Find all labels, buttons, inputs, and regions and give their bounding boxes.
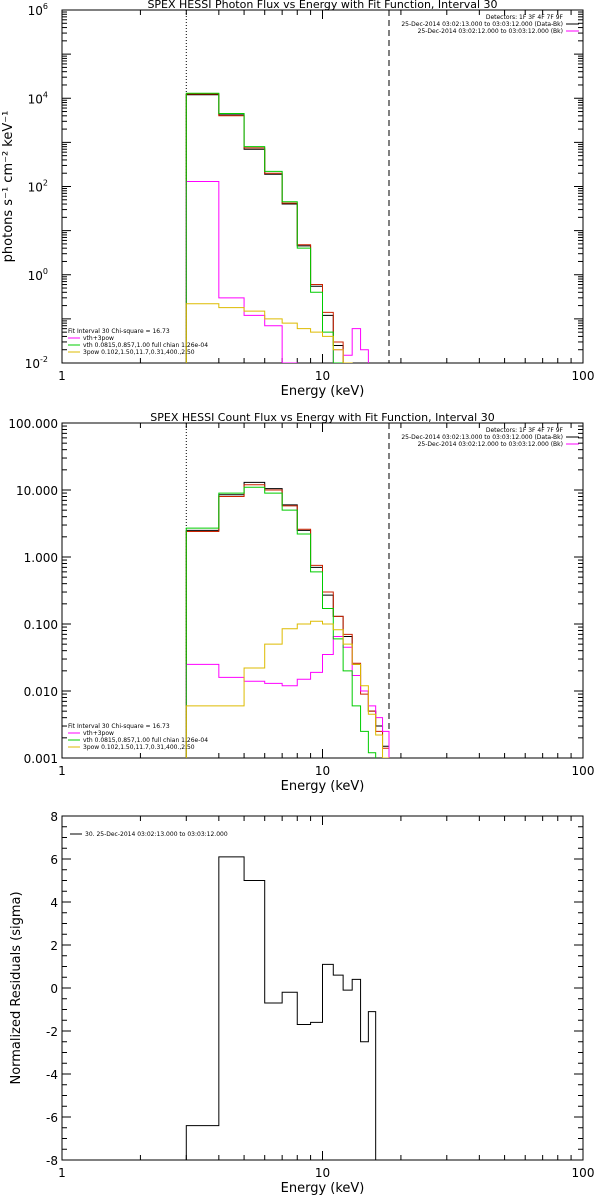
- residuals-panel: 1 10 100 Energy (keV) -8 -6 -4 -2 0 2 4 6 8 Normalize…: [9, 810, 594, 1196]
- y-tick-label: -6: [46, 1111, 58, 1125]
- legend-text: 3pow 0.102,1.50,11.7,0.31,400.,2.50: [83, 349, 195, 356]
- y-axis-label: Normalized Residuals (sigma): [9, 891, 24, 1084]
- y-tick-label: 100: [28, 267, 48, 283]
- legend-text: 25-Dec-2014 03:02:12.000 to 03:03:12.000…: [418, 441, 563, 448]
- y-tick-base: 10: [28, 269, 43, 283]
- x-tick-label: 10: [315, 764, 330, 778]
- legend-text: 3pow 0.102,1.50,11.7,0.31,400.,2.50: [83, 744, 195, 751]
- legend-text: 25-Dec-2014 03:02:13.000 to 03:03:12.000…: [401, 21, 563, 28]
- y-tick-base: 10: [28, 92, 43, 106]
- legend-text: Fit Interval 30 Chi-square = 16.73: [68, 723, 170, 730]
- legend-top-left: 30. 25-Dec-2014 03:02:13.000 to 03:03:12…: [70, 831, 228, 838]
- y-tick-label: -4: [46, 1068, 58, 1082]
- y-tick-label: -2: [46, 1025, 58, 1039]
- legend-text: Detectors: 1F 3F 4F 7F 9F: [486, 14, 564, 21]
- data-series: [185, 856, 390, 1160]
- series-3pow: [185, 303, 353, 363]
- x-tick-label: 1: [58, 764, 66, 778]
- y-tick-label: 106: [28, 2, 48, 18]
- y-tick-label: 100.000: [8, 417, 58, 431]
- series-data-bk: [185, 481, 390, 758]
- x-axis: 1 10 100: [58, 816, 594, 1180]
- y-tick-label: -8: [46, 1154, 58, 1168]
- legend-text: vth+3pow: [83, 730, 114, 737]
- y-axis-label: photons s⁻¹ cm⁻² keV⁻¹: [1, 111, 16, 263]
- y-tick-exp: 6: [43, 2, 48, 11]
- legend-bottom-left: Fit Interval 30 Chi-square = 16.73vth+3p…: [68, 723, 208, 751]
- x-tick-label: 100: [572, 369, 595, 383]
- legend-text: vth 0.0815,0.857,1.00 full chian 1.26e-0…: [83, 342, 208, 349]
- x-axis-label: Energy (keV): [281, 1181, 365, 1196]
- x-tick-label: 10: [315, 369, 330, 383]
- legend-text: 25-Dec-2014 03:02:12.000 to 03:03:12.000…: [418, 28, 563, 35]
- legend-bottom-left: Fit Interval 30 Chi-square = 16.73vth+3p…: [68, 328, 208, 356]
- legend-text: 30. 25-Dec-2014 03:02:13.000 to 03:03:12…: [85, 831, 228, 838]
- x-axis-label: Energy (keV): [281, 384, 365, 399]
- y-tick-label: 0.001: [24, 752, 58, 766]
- series-data-bk: [185, 94, 344, 363]
- chart-title: SPEX HESSI Count Flux vs Energy with Fit…: [150, 411, 494, 424]
- y-tick-exp: 2: [43, 179, 48, 188]
- legend-text: Fit Interval 30 Chi-square = 16.73: [68, 328, 170, 335]
- data-series: [185, 481, 390, 758]
- series-vth-3pow: [185, 484, 390, 758]
- y-tick-label: 0.100: [24, 618, 58, 632]
- y-tick-label: 4: [50, 896, 58, 910]
- y-tick-exp: -2: [40, 355, 48, 364]
- photon-flux-panel: SPEX HESSI Photon Flux vs Energy with Fi…: [1, 0, 594, 399]
- series-bk: [185, 180, 369, 363]
- data-series: [185, 92, 369, 363]
- y-tick-base: 10: [25, 357, 40, 371]
- y-tick-base: 10: [28, 181, 43, 195]
- legend-text: 25-Dec-2014 03:02:13.000 to 03:03:12.000…: [401, 434, 563, 441]
- chart-title: SPEX HESSI Photon Flux vs Energy with Fi…: [147, 0, 497, 11]
- x-tick-label: 1: [58, 1166, 66, 1180]
- series-vth: [185, 92, 344, 363]
- x-tick-label: 100: [572, 764, 595, 778]
- y-tick-label: 6: [50, 853, 58, 867]
- x-tick-label: 1: [58, 369, 66, 383]
- series-vth: [185, 486, 377, 758]
- y-axis: 0.001 0.010 0.100 1.000 10.000 100.000: [8, 417, 583, 766]
- y-tick-label: 2: [50, 939, 58, 953]
- y-tick-label: 0.010: [24, 685, 58, 699]
- legend-text: vth+3pow: [83, 335, 114, 342]
- series-30-25-dec-2014-03-02-13-000-to-03-03-12-000: [185, 856, 390, 1160]
- y-tick-label: 10-2: [25, 355, 48, 371]
- y-tick-label: 10.000: [16, 484, 58, 498]
- series-bk: [185, 636, 390, 758]
- series-3pow: [185, 620, 390, 758]
- x-tick-label: 100: [572, 1166, 595, 1180]
- x-axis: 1 10 100: [58, 10, 594, 383]
- count-flux-panel: SPEX HESSI Count Flux vs Energy with Fit…: [8, 411, 594, 794]
- x-tick-label: 10: [315, 1166, 330, 1180]
- y-tick-exp: 0: [43, 267, 48, 276]
- y-tick-label: 0: [50, 982, 58, 996]
- y-tick-label: 8: [50, 810, 58, 824]
- x-axis: 1 10 100: [58, 423, 594, 778]
- y-tick-label: 1.000: [24, 551, 58, 565]
- y-tick-base: 10: [28, 4, 43, 18]
- y-tick-label: 104: [28, 90, 48, 106]
- x-axis-label: Energy (keV): [281, 779, 365, 794]
- y-tick-exp: 4: [43, 90, 48, 99]
- legend-text: vth 0.0815,0.857,1.00 full chian 1.26e-0…: [83, 737, 208, 744]
- y-axis: -8 -6 -4 -2 0 2 4 6 8: [46, 810, 583, 1168]
- legend-text: Detectors: 1F 3F 4F 7F 9F: [486, 427, 564, 434]
- y-tick-label: 102: [28, 179, 48, 195]
- series-vth-3pow: [185, 93, 344, 363]
